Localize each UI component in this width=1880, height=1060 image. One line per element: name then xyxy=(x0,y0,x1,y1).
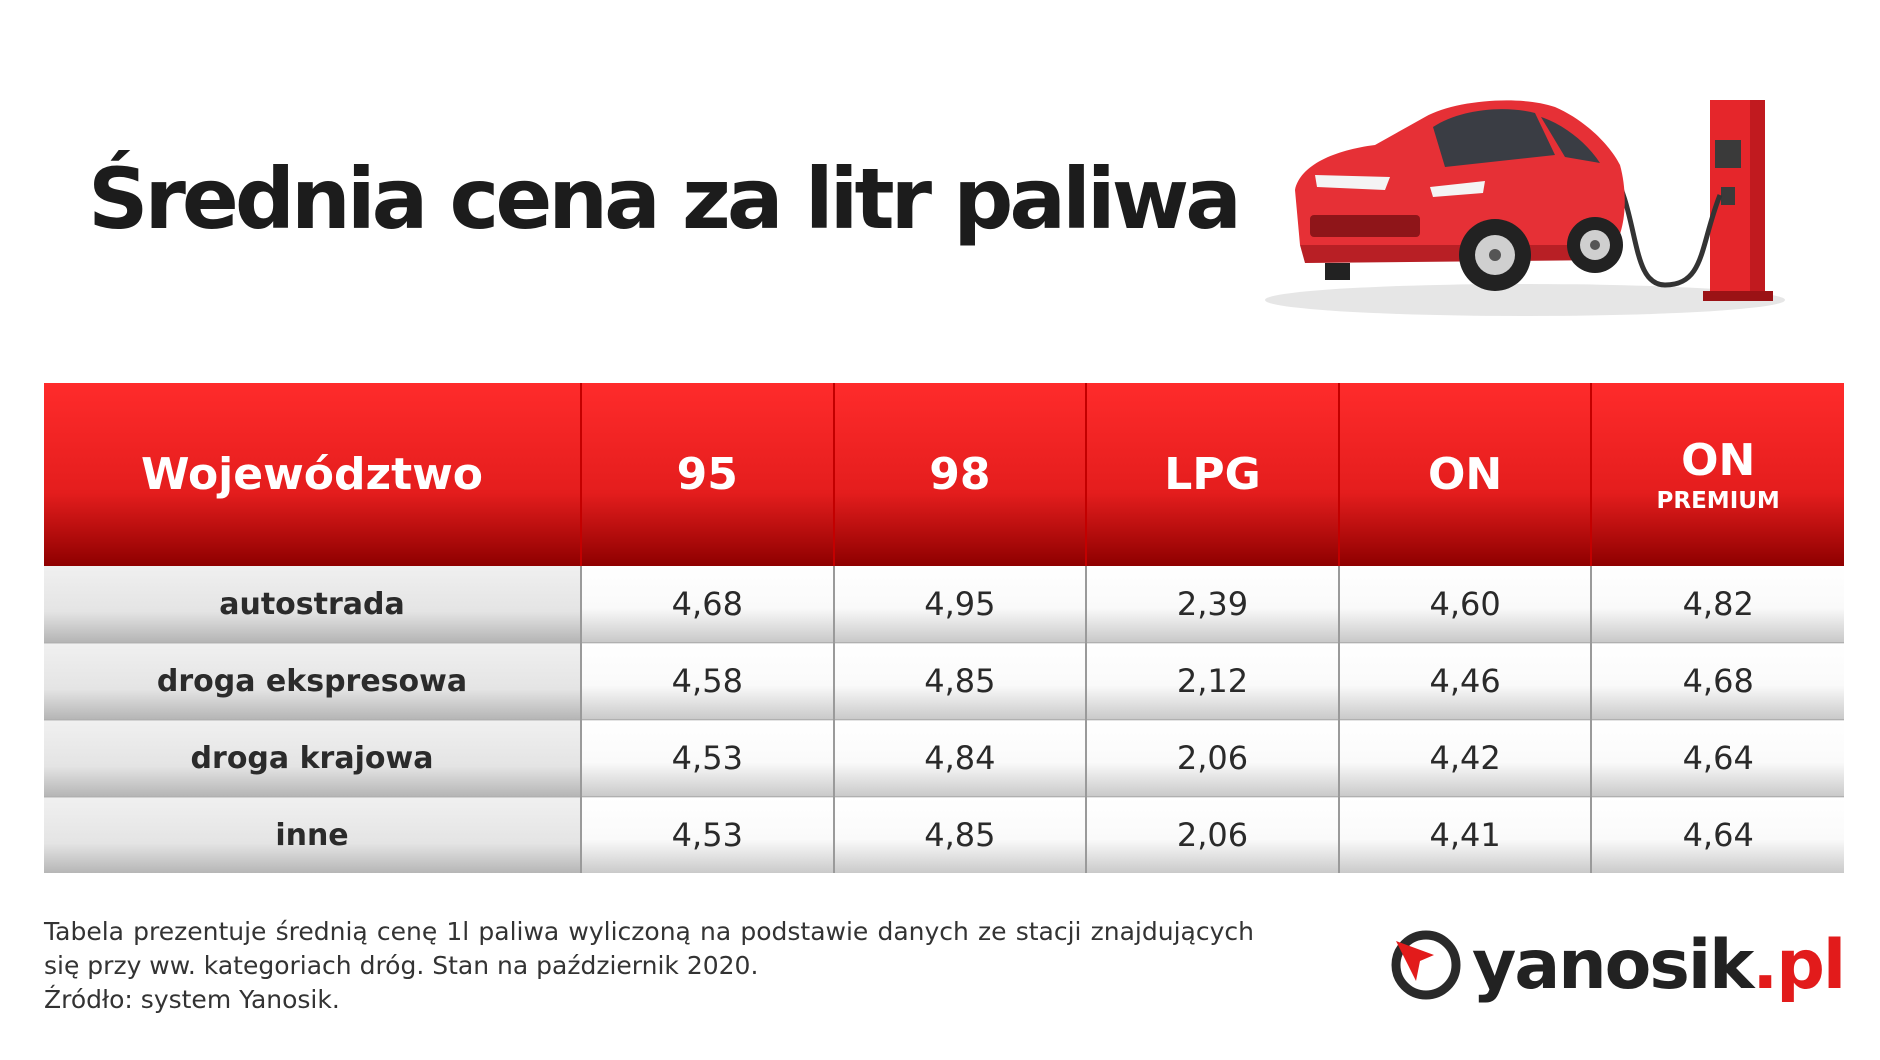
price-cell: 4,53 xyxy=(580,719,834,797)
row-label: inne xyxy=(44,796,581,873)
price-cell: 4,41 xyxy=(1337,796,1592,873)
header-cell: 95 xyxy=(580,383,834,566)
yanosik-logo-icon xyxy=(1391,930,1461,1000)
footnote: Tabela prezentuje średnią cenę 1l paliwa… xyxy=(44,915,1254,1017)
price-cell: 4,46 xyxy=(1337,642,1592,720)
price-cell: 4,60 xyxy=(1337,566,1592,643)
page-title: Średnia cena za litr paliwa xyxy=(88,150,1242,248)
price-cell: 4,85 xyxy=(832,642,1087,720)
table-row: inne 4,53 4,85 2,06 4,41 4,64 xyxy=(44,796,1844,873)
row-label: droga krajowa xyxy=(44,719,581,797)
price-cell: 4,58 xyxy=(580,642,834,720)
footnote-source: Źródło: system Yanosik. xyxy=(44,985,340,1014)
row-label: droga ekspresowa xyxy=(44,642,581,720)
price-cell: 4,82 xyxy=(1590,566,1844,643)
logo-tld: .pl xyxy=(1752,925,1846,1005)
price-cell: 2,39 xyxy=(1085,566,1339,643)
logo-wordmark: yanosik.pl xyxy=(1472,925,1846,1005)
price-cell: 4,64 xyxy=(1590,719,1844,797)
price-cell: 2,06 xyxy=(1085,796,1339,873)
row-label: autostrada xyxy=(44,566,581,643)
price-cell: 4,64 xyxy=(1590,796,1844,873)
header-label: 98 xyxy=(929,449,991,500)
header-cell: LPG xyxy=(1085,383,1339,566)
price-cell: 4,95 xyxy=(832,566,1087,643)
header-sublabel: PREMIUM xyxy=(1656,488,1780,514)
price-cell: 4,68 xyxy=(1590,642,1844,720)
table-row: droga krajowa 4,53 4,84 2,06 4,42 4,64 xyxy=(44,719,1844,797)
price-cell: 4,68 xyxy=(580,566,834,643)
header-label: 95 xyxy=(676,449,738,500)
header-label: Województwo xyxy=(140,449,483,500)
fuel-price-table: Województwo 95 98 LPG ON ON PREMIUM autos… xyxy=(44,383,1844,873)
table-header-row: Województwo 95 98 LPG ON ON PREMIUM xyxy=(44,383,1844,566)
header-label: ON xyxy=(1681,435,1756,486)
table-row: droga ekspresowa 4,58 4,85 2,12 4,46 4,6… xyxy=(44,642,1844,720)
electric-car-charging-icon xyxy=(1265,100,1785,316)
header-cell: ON xyxy=(1337,383,1592,566)
price-cell: 4,85 xyxy=(832,796,1087,873)
yanosik-logo: yanosik.pl xyxy=(1390,925,1846,1005)
price-cell: 4,84 xyxy=(832,719,1087,797)
header-label: ON xyxy=(1427,449,1503,500)
header-cell: ON PREMIUM xyxy=(1590,383,1844,566)
logo-name: yanosik xyxy=(1472,925,1754,1005)
header-cell: 98 xyxy=(832,383,1087,566)
price-cell: 4,42 xyxy=(1337,719,1592,797)
header-label: LPG xyxy=(1164,449,1261,500)
table-row: autostrada 4,68 4,95 2,39 4,60 4,82 xyxy=(44,566,1844,643)
price-cell: 2,06 xyxy=(1085,719,1339,797)
price-cell: 4,53 xyxy=(580,796,834,873)
price-cell: 2,12 xyxy=(1085,642,1339,720)
header-cell: Województwo xyxy=(44,383,581,566)
footnote-text: Tabela prezentuje średnią cenę 1l paliwa… xyxy=(44,917,1254,980)
